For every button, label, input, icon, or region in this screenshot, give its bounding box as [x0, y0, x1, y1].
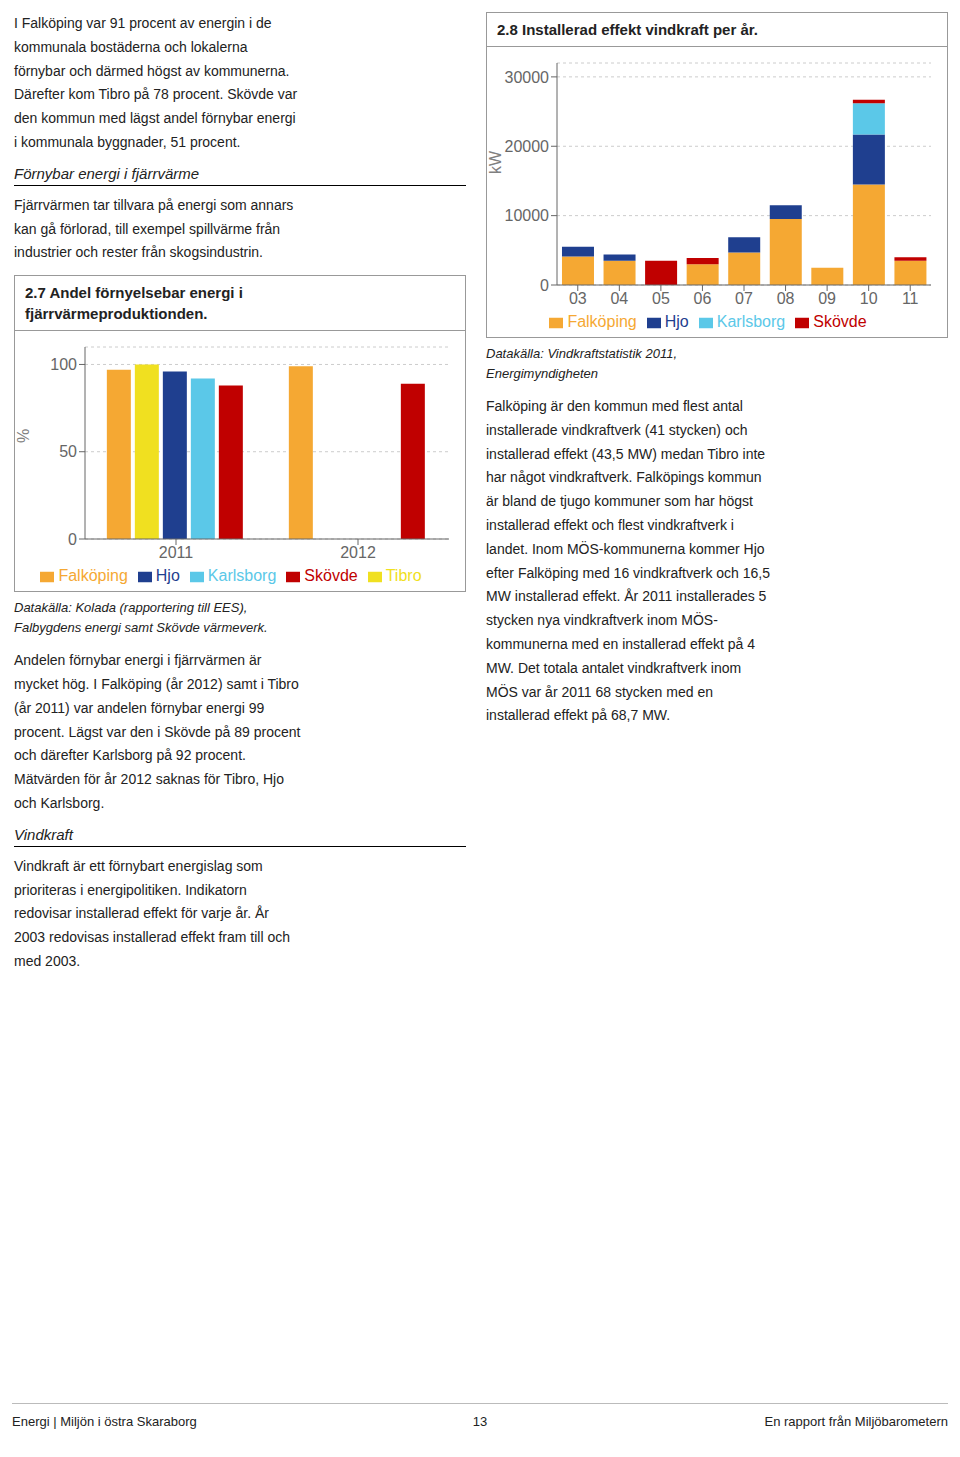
html-text:Energi | Miljön i östra Skarab: Energi | Miljön i östra Skaraborg — [12, 1414, 197, 1429]
html-text:Falköping är den kommun med fl: Falköping är den kommun med flest antal … — [486, 398, 770, 724]
html-text:En rapport från Miljöbarometer: En rapport från Miljöbarometern — [764, 1414, 948, 1429]
svg-text:2011: 2011 — [159, 545, 194, 562]
html-text:Vindkraft är ett förnybart ene: Vindkraft är ett förnybart energislag so… — [14, 857, 290, 969]
html-text:Karlsborg: Karlsborg — [716, 313, 786, 330]
html-text:Karlsborg: Karlsborg — [207, 567, 277, 585]
html-text:Datakälla: Vindkraftstatistik: Datakälla: Vindkraftstatistik 2011, Ener… — [486, 346, 677, 381]
html-text:Datakälla: Kolada (rapporterin: Datakälla: Kolada (rapportering till EES… — [14, 600, 268, 635]
svg-text:10000: 10000 — [505, 207, 550, 224]
svg-text:0: 0 — [68, 531, 77, 548]
svg-text:10: 10 — [860, 290, 878, 307]
html-text:Skövde: Skövde — [304, 567, 358, 585]
svg-text:11: 11 — [902, 290, 919, 307]
svg-text:07: 07 — [735, 290, 753, 307]
svg-text:30000: 30000 — [505, 69, 550, 86]
html-text:Förnybar energi i fjärrvärme: Förnybar energi i fjärrvärme — [14, 164, 200, 182]
html-text:Skövde: Skövde — [813, 313, 867, 330]
html-text:I Falköping var 91 procent av: I Falköping var 91 procent av energin i … — [14, 15, 298, 150]
svg-text:05: 05 — [652, 290, 670, 307]
html-text:Hjo: Hjo — [664, 313, 689, 330]
svg-text:100: 100 — [50, 356, 77, 373]
svg-text:04: 04 — [610, 290, 628, 307]
svg-text:50: 50 — [59, 444, 77, 461]
html-text:Falköping: Falköping — [567, 313, 637, 330]
html-text:Tibro: Tibro — [385, 567, 422, 585]
html-text:Fjärrvärmen tar tillvara på en: Fjärrvärmen tar tillvara på energi som a… — [14, 196, 294, 261]
html-text:13: 13 — [472, 1414, 488, 1429]
html-text:Andelen förnybar energi i fjär: Andelen förnybar energi i fjärrvärmen är… — [14, 652, 301, 811]
html-text:2.7 Andel förnyelsebar energi: 2.7 Andel förnyelsebar energi i fjärrvär… — [25, 284, 243, 323]
svg-text:09: 09 — [818, 290, 836, 307]
html-text:Hjo: Hjo — [155, 567, 180, 585]
svg-text:%: % — [15, 429, 32, 443]
html-text:Falköping: Falköping — [58, 567, 128, 585]
svg-text:2012: 2012 — [340, 545, 376, 562]
svg-text:kW: kW — [487, 150, 504, 174]
html-text:Vindkraft: Vindkraft — [14, 825, 73, 843]
svg-text:03: 03 — [569, 290, 587, 307]
svg-text:20000: 20000 — [505, 138, 550, 155]
svg-text:06: 06 — [694, 290, 712, 307]
svg-text:0: 0 — [540, 277, 549, 294]
html-text:2.8 Installerad effekt vindkra: 2.8 Installerad effekt vindkraft per år. — [497, 21, 758, 38]
svg-text:08: 08 — [777, 290, 795, 307]
